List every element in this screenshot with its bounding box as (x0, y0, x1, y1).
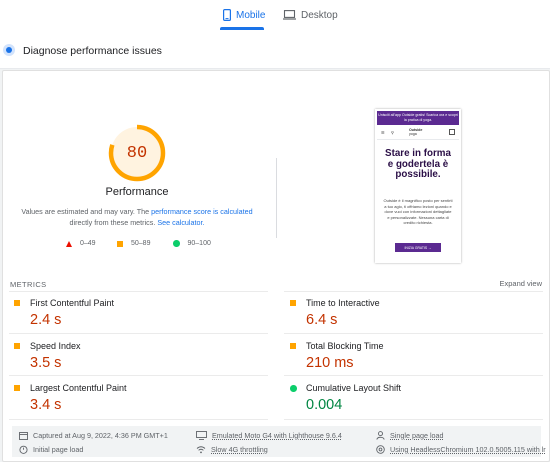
average-square-icon (14, 300, 20, 306)
performance-gauge (108, 124, 166, 182)
page-title: Diagnose performance issues (23, 45, 162, 57)
desc-text-1: Values are estimated and may vary. The (21, 207, 152, 216)
logo-top: Outside (409, 128, 423, 132)
hamburger-menu-icon: ☰ (381, 130, 385, 135)
metric-title: Time to Interactive (306, 298, 380, 308)
device-icon (196, 431, 207, 440)
metric-title: Cumulative Layout Shift (306, 383, 402, 393)
gauge-arc (108, 124, 166, 182)
logo-bottom: yoga (409, 132, 417, 136)
footer-device[interactable]: Emulated Moto G4 with Lighthouse 9.6.4 (196, 431, 342, 440)
metric-value: 0.004 (306, 397, 343, 413)
screenshot-logo: Outside yoga (409, 128, 431, 137)
diagnose-header: Diagnose performance issues (0, 32, 550, 69)
screenshot-nav: ☰ ⚲ Outside yoga (381, 128, 455, 137)
metric-value: 210 ms (306, 355, 354, 371)
fail-triangle-icon (66, 240, 72, 247)
divider (276, 158, 277, 238)
footer-captured: Captured at Aug 9, 2022, 4:36 PM GMT+1 (19, 431, 168, 440)
network-icon (196, 446, 206, 454)
footer-throttling[interactable]: Slow 4G throttling (196, 445, 268, 454)
active-tab-indicator (220, 27, 264, 30)
tab-mobile[interactable]: Mobile (223, 0, 265, 30)
legend-average: 50–89 (117, 240, 150, 247)
metric-separator (9, 419, 268, 420)
calendar-icon (19, 432, 28, 440)
tab-desktop-label: Desktop (301, 9, 338, 21)
metric-value: 6.4 s (306, 312, 338, 328)
tab-mobile-label: Mobile (236, 9, 266, 21)
metric-separator (284, 419, 543, 420)
mobile-icon (223, 9, 231, 21)
metric-separator (9, 291, 268, 292)
average-square-icon (117, 240, 123, 247)
footer-session-text: Single page load (390, 431, 444, 440)
footer-throttling-text: Slow 4G throttling (211, 445, 268, 454)
timer-icon (19, 445, 28, 454)
browser-icon (376, 445, 385, 454)
metric-title: Largest Contentful Paint (30, 383, 127, 393)
metric-value: 3.5 s (30, 355, 62, 371)
screenshot-headline: Stare in forma e godertela è possibile. (385, 148, 451, 180)
metric-separator (9, 333, 268, 334)
score-calculated-link[interactable]: performance score is calculated (151, 207, 253, 216)
legend-fail-label: 0–49 (80, 240, 96, 247)
runtime-settings: Captured at Aug 9, 2022, 4:36 PM GMT+1 E… (12, 426, 546, 457)
screenshot-divider (377, 139, 459, 140)
metric-value: 3.4 s (30, 397, 62, 413)
metric-title: Total Blocking Time (306, 341, 384, 351)
tab-desktop[interactable]: Desktop (283, 0, 338, 30)
metric-separator (284, 333, 543, 334)
see-calculator-link[interactable]: See calculator. (157, 218, 205, 227)
footer-browser[interactable]: Using HeadlessChromium 102.0.5005.115 wi… (376, 445, 546, 454)
device-tabs: Mobile Desktop (0, 0, 550, 32)
legend-fail: 0–49 (66, 240, 96, 247)
user-icon (376, 431, 385, 440)
average-square-icon (290, 343, 296, 349)
performance-label: Performance (105, 186, 169, 198)
metric-title: Speed Index (30, 341, 81, 351)
metrics-heading: METRICS (10, 280, 47, 289)
screenshot-cta: INIZIA GRATIS → (395, 243, 441, 252)
metric-separator (284, 375, 543, 376)
legend-average-label: 50–89 (131, 240, 151, 247)
screenshot-banner: Unisciti all'app Outside gratis! Scarica… (377, 111, 459, 125)
footer-browser-text: Using HeadlessChromium 102.0.5005.115 wi… (390, 445, 546, 454)
footer-load-text: Initial page load (33, 445, 84, 454)
desc-text-2: directly from these metrics. (69, 218, 158, 227)
metric-value: 2.4 s (30, 312, 62, 328)
legend-pass-label: 90–100 (187, 240, 211, 247)
search-icon: ⚲ (391, 130, 394, 135)
final-screenshot[interactable]: Unisciti all'app Outside gratis! Scarica… (375, 109, 461, 263)
footer-load: Initial page load (19, 445, 83, 454)
lighthouse-pulse-icon (3, 44, 15, 56)
metric-title: First Contentful Paint (30, 298, 115, 308)
metric-separator (9, 375, 268, 376)
performance-score: 80 (126, 143, 148, 163)
metric-separator (284, 291, 543, 292)
report-card: 80 Performance Values are estimated and … (2, 70, 550, 462)
expand-view-toggle[interactable]: Expand view (499, 279, 542, 288)
pass-circle-icon (173, 240, 180, 247)
footer-device-text: Emulated Moto G4 with Lighthouse 9.6.4 (212, 431, 342, 440)
screenshot-body: Outside è il magnifico posto per sentirt… (383, 198, 453, 226)
average-square-icon (290, 300, 296, 306)
average-square-icon (14, 343, 20, 349)
average-square-icon (14, 385, 20, 391)
pass-circle-icon (290, 385, 297, 392)
footer-captured-text: Captured at Aug 9, 2022, 4:36 PM GMT+1 (33, 431, 168, 440)
cart-icon (449, 129, 455, 135)
desktop-icon (283, 10, 296, 20)
score-description: Values are estimated and may vary. The p… (21, 206, 253, 228)
legend-pass: 90–100 (173, 240, 211, 247)
footer-session[interactable]: Single page load (376, 431, 444, 440)
